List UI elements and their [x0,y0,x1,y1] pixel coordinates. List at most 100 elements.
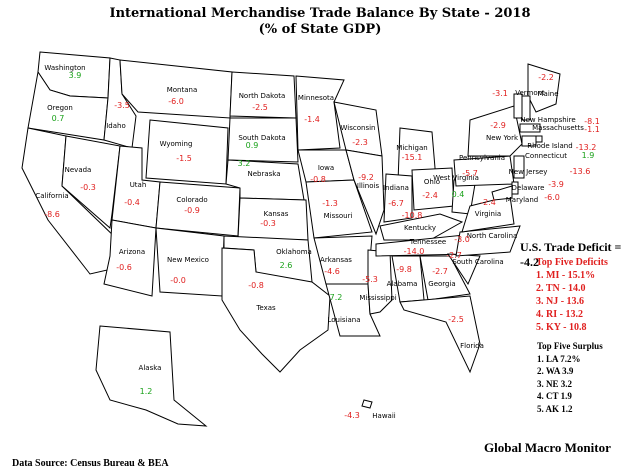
state-name-hawaii: Hawaii [372,412,396,420]
state-name-colorado: Colorado [176,196,207,204]
state-name-california: California [35,192,68,200]
state-missouri [305,179,373,239]
deficit-item: 2. TN - 14.0 [536,283,586,294]
state-value-wisconsin: -2.3 [352,138,368,147]
state-value-florida: -2.5 [448,315,464,324]
top-five-deficits: Top Five Deficits 1. MI - 15.1% 2. TN - … [536,256,608,334]
state-name-michigan: Michigan [396,144,427,152]
state-hawaii [361,399,373,409]
state-connecticut [521,135,537,147]
state-value-utah: -0.4 [124,198,140,207]
state-name-utah: Utah [130,181,147,189]
state-value-missouri: -1.3 [322,199,338,208]
state-name-new-york: New York [486,134,519,142]
state-name-vermont: Vermont [515,89,545,97]
state-name-new-mexico: New Mexico [167,256,209,264]
state-maryland [491,185,513,201]
deficit-item: 1. MI - 15.1% [536,270,596,281]
state-value-new-jersey: -13.6 [570,167,591,176]
state-shapes [21,51,561,427]
state-name-new-hampshire: New Hampshire [520,116,575,124]
map-subtitle: (% of State GDP) [258,22,382,37]
surplus-item: 1. LA 7.2% [537,353,581,364]
state-name-wyoming: Wyoming [160,140,193,148]
state-name-pennsylvania: Pennsylvania [459,154,505,162]
state-value-kentucky: -10.8 [402,211,423,220]
state-value-new-hampshire: -8.1 [584,117,600,126]
state-name-maine: Maine [537,90,558,98]
brand-label: Global Macro Monitor [484,440,611,455]
state-name-kansas: Kansas [264,210,289,218]
state-alabama [391,255,425,303]
state-value-montana: -6.0 [168,97,184,106]
state-value-west-virginia: 0.4 [452,190,465,199]
state-value-washington: 3.9 [69,71,82,80]
state-name-missouri: Missouri [324,212,353,220]
deficit-item: 4. RI - 13.2 [536,309,583,320]
state-value-north-carolina: -3.0 [454,235,470,244]
state-florida [399,295,481,374]
top-five-surplus: Top Five Surplus 1. LA 7.2% 2. WA 3.9 3.… [537,340,603,415]
state-name-alaska: Alaska [139,364,162,372]
us-trade-deficit-total: U.S. Trade Deficit = -4.2 [520,240,622,269]
surplus-item: 3. NE 3.2 [537,378,573,389]
surplus-item: 4. CT 1.9 [537,391,572,401]
state-texas [221,247,331,373]
state-maine [527,63,561,113]
state-value-alaska: 1.2 [140,387,153,396]
state-name-florida: Florida [460,342,484,350]
state-kentucky [379,213,464,241]
state-name-south-carolina: South Carolina [452,258,503,266]
state-value-vermont: -3.1 [492,89,508,98]
state-value-arizona: -0.6 [116,263,132,272]
state-value-illinois: -9.2 [358,173,374,182]
state-value-indiana: -6.7 [388,199,404,208]
state-value-delaware: -3.9 [548,180,564,189]
state-value-nebraska: 3.2 [238,159,251,168]
deficits-heading: Top Five Deficits [536,257,608,268]
state-value-mississippi: -5.3 [362,275,378,284]
state-name-virginia: Virginia [475,210,501,218]
state-name-massachusetts: Massachusetts [532,124,584,132]
state-name-nebraska: Nebraska [247,170,280,178]
state-value-oregon: 0.7 [52,114,65,123]
state-name-nevada: Nevada [65,166,92,174]
state-georgia [419,255,471,301]
state-massachusetts [519,123,541,133]
state-value-nevada: -0.3 [80,183,96,192]
surplus-item: 2. WA 3.9 [537,366,574,376]
state-name-south-dakota: South Dakota [238,134,285,142]
state-name-texas: Texas [255,304,276,312]
state-indiana [383,173,413,223]
state-montana [119,59,233,119]
state-value-virginia: -2.4 [480,198,496,207]
state-name-alabama: Alabama [387,280,418,288]
state-new-hampshire [521,95,531,121]
state-new-york [467,105,523,157]
state-value-tennessee: -14.0 [404,247,425,256]
state-value-arkansas: -4.6 [324,267,340,276]
state-value-massachusetts: -1.1 [584,125,600,134]
state-value-pennsylvania: -5.7 [462,169,478,178]
state-value-rhode-island: -13.2 [576,143,597,152]
state-value-minnesota: -1.4 [304,115,320,124]
state-name-washington: Washington [44,64,85,72]
state-name-rhode-island: Rhode Island [527,142,572,150]
map-title: International Merchandise Trade Balance … [109,6,531,21]
state-new-jersey [513,155,525,179]
state-value-georgia: -2.7 [432,267,448,276]
state-name-north-dakota: North Dakota [239,92,286,100]
state-name-iowa: Iowa [318,164,334,172]
state-value-south-dakota: 0.9 [246,141,259,150]
state-name-montana: Montana [167,86,198,94]
state-name-wisconsin: Wisconsin [341,124,376,132]
state-value-oklahoma: 2.6 [280,261,293,270]
state-name-mississippi: Mississippi [359,294,396,302]
state-value-louisiana: 7.2 [330,293,343,302]
state-vermont [513,93,523,119]
surplus-item: 5. AK 1.2 [537,403,573,414]
state-name-maryland: Maryland [506,196,538,204]
state-name-idaho: Idaho [106,122,126,130]
state-value-iowa: -0.8 [310,175,326,184]
